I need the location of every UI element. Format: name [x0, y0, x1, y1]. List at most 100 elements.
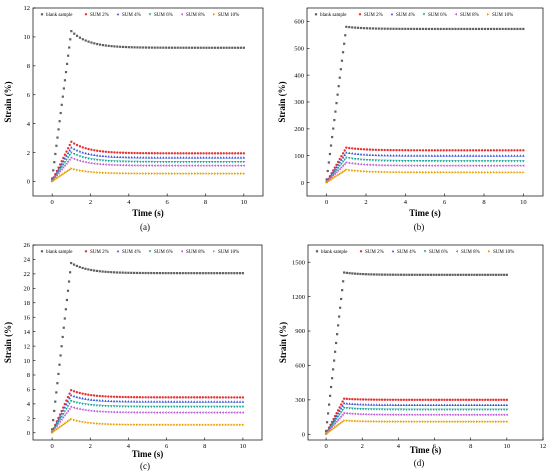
data-point: [481, 273, 484, 276]
data-point: [445, 403, 449, 407]
data-point: [495, 149, 498, 152]
x-axis-label: Time (s): [132, 449, 164, 459]
series-1: [50, 261, 245, 431]
data-point: [176, 46, 179, 49]
data-point: [181, 411, 184, 414]
data-point: [184, 405, 187, 409]
data-point: [448, 413, 451, 417]
data-point: [58, 120, 61, 123]
data-point: [141, 423, 145, 427]
data-point: [110, 151, 113, 154]
data-point: [498, 149, 501, 152]
data-point: [372, 413, 375, 416]
data-point: [75, 395, 79, 399]
data-point: [399, 398, 403, 402]
data-point: [371, 159, 375, 162]
data-point: [124, 395, 127, 399]
data-point: [362, 419, 365, 423]
plot-frame: [32, 244, 263, 441]
data-point: [150, 423, 153, 427]
data-point: [167, 423, 170, 427]
data-point: [440, 403, 444, 407]
data-point: [439, 149, 442, 152]
data-point: [421, 27, 425, 31]
data-point: [483, 160, 487, 163]
data-point: [193, 172, 197, 175]
data-point: [448, 420, 452, 423]
data-point: [468, 164, 472, 167]
data-point: [81, 392, 84, 395]
data-point: [338, 164, 342, 168]
data-point: [372, 420, 376, 423]
data-point: [112, 399, 116, 403]
data-point: [470, 420, 473, 423]
data-point: [58, 418, 62, 421]
data-point: [65, 162, 68, 165]
data-point: [375, 413, 378, 416]
data-point: [332, 427, 336, 430]
series-3: [50, 393, 245, 434]
data-point: [161, 405, 165, 409]
data-point: [448, 408, 452, 412]
legend-item: blank sample: [314, 13, 347, 18]
data-point: [474, 160, 478, 163]
data-point: [101, 270, 104, 273]
data-point: [522, 171, 525, 174]
data-point: [116, 45, 119, 48]
data-point: [130, 155, 134, 159]
x-tick-label: 4: [127, 199, 131, 206]
data-point: [239, 46, 243, 49]
data-point: [407, 27, 410, 30]
data-point: [516, 164, 519, 167]
data-point: [405, 413, 408, 417]
data-point: [416, 273, 419, 276]
legend-item: blank sample: [40, 13, 73, 18]
data-point: [341, 413, 344, 417]
data-point: [419, 171, 422, 174]
data-point: [359, 398, 362, 401]
data-point: [59, 174, 62, 178]
data-point: [204, 396, 207, 399]
data-point: [424, 273, 427, 276]
data-point: [113, 45, 116, 48]
data-point: [181, 396, 185, 399]
series-2: [325, 146, 525, 184]
data-point: [239, 423, 242, 427]
data-point: [448, 149, 451, 152]
data-point: [141, 405, 145, 409]
x-tick-label: 8: [469, 443, 472, 450]
data-point: [435, 273, 438, 276]
data-point: [109, 405, 113, 408]
data-point: [225, 164, 228, 167]
data-point: [335, 174, 338, 178]
y-tick-label: 20: [24, 286, 31, 293]
data-point: [139, 46, 142, 49]
data-point: [228, 152, 231, 155]
data-point: [81, 146, 85, 149]
data-point: [136, 151, 139, 155]
data-point: [65, 407, 68, 411]
data-point: [389, 159, 392, 163]
data-point: [232, 411, 236, 414]
data-point: [345, 407, 349, 410]
data-point: [433, 154, 437, 157]
data-point: [489, 160, 493, 163]
data-point: [478, 413, 481, 417]
data-point: [342, 170, 345, 174]
data-point: [383, 163, 386, 167]
data-point: [339, 306, 342, 309]
data-point: [224, 405, 228, 409]
data-point: [211, 152, 214, 155]
data-point: [470, 273, 473, 276]
data-point: [99, 171, 102, 174]
data-point: [193, 161, 197, 164]
data-point: [397, 273, 400, 276]
data-point: [459, 403, 463, 407]
data-point: [327, 161, 330, 164]
data-point: [104, 422, 107, 426]
data-point: [95, 394, 99, 397]
data-point: [415, 164, 419, 167]
data-point: [202, 172, 205, 175]
data-point: [70, 146, 73, 149]
data-point: [347, 151, 351, 154]
